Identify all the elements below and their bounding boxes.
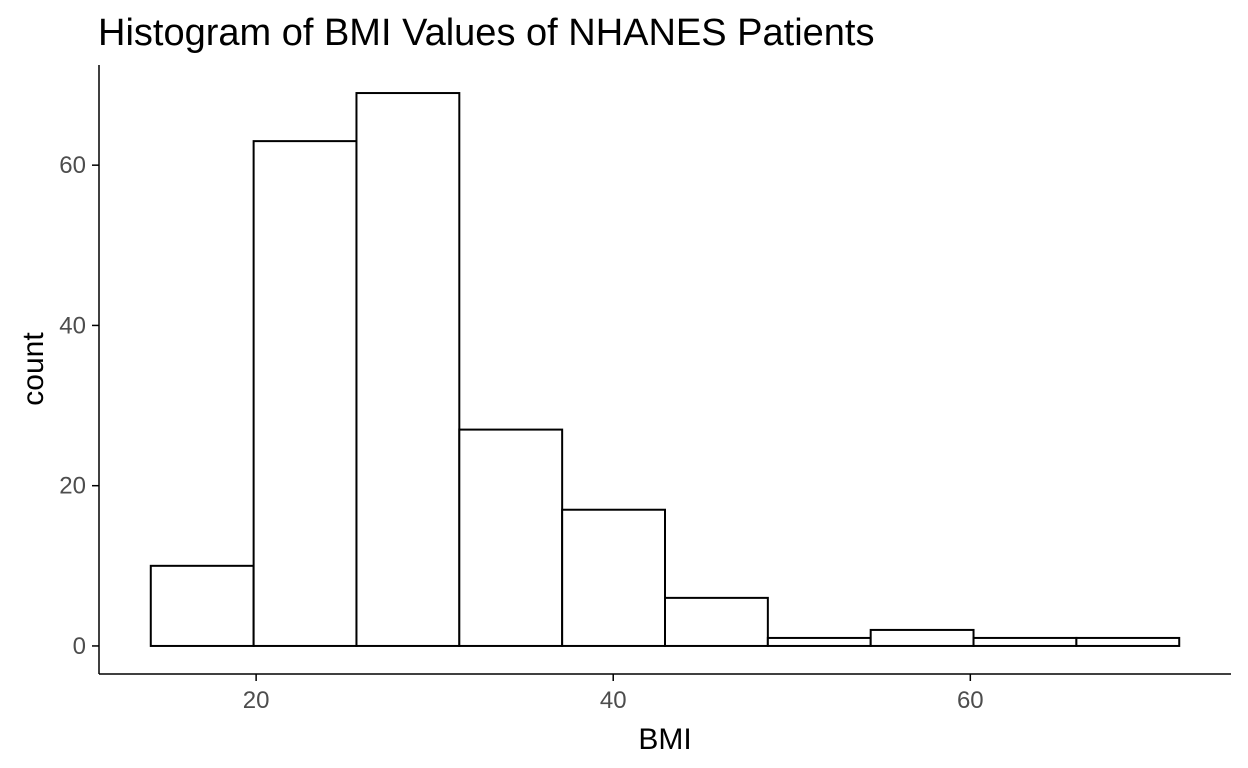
histogram-bar	[355, 92, 461, 647]
histogram-bars	[149, 92, 1181, 647]
x-tick-label: 20	[243, 687, 270, 714]
x-tick-label: 40	[600, 687, 627, 714]
histogram-bar	[149, 564, 255, 647]
y-tick-label: 0	[73, 633, 86, 660]
chart-title: Histogram of BMI Values of NHANES Patien…	[98, 12, 874, 54]
histogram-bar	[664, 596, 769, 647]
y-axis-ticks: 0 20 40 60	[59, 152, 99, 660]
histogram-bar	[766, 636, 872, 647]
x-tick-label: 60	[957, 687, 984, 714]
x-axis-ticks: 20 40 60	[243, 674, 984, 714]
y-tick-label: 60	[59, 152, 86, 179]
histogram-bar	[869, 628, 975, 647]
histogram-bar	[561, 508, 666, 647]
y-axis-title: count	[17, 332, 50, 406]
histogram-bar	[458, 428, 564, 647]
histogram-bar	[1075, 636, 1181, 647]
histogram-bar	[252, 140, 358, 647]
x-axis-title: BMI	[638, 723, 691, 756]
y-tick-label: 40	[59, 312, 86, 339]
histogram-bar	[972, 636, 1078, 647]
y-tick-label: 20	[59, 473, 86, 500]
